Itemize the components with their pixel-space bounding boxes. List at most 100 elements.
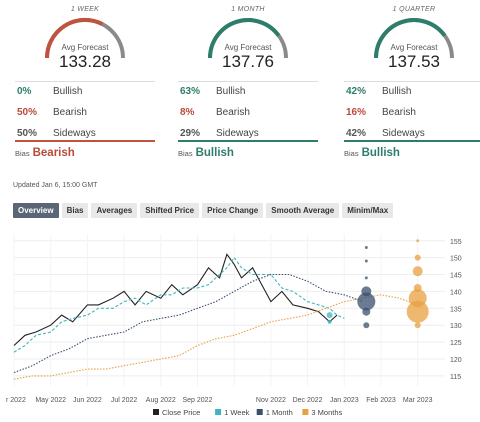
x-tick-label: Jan 2023 xyxy=(330,397,359,404)
avg-forecast-value: 133.28 xyxy=(59,52,111,71)
bias-value: Bearish xyxy=(32,147,75,159)
panel-title: 1 MONTH xyxy=(231,6,265,13)
sentiment-percent: 29% xyxy=(180,128,201,139)
y-tick-label: 145 xyxy=(450,273,462,280)
forecast-point xyxy=(406,300,429,323)
sentiment-row-bearish: 16% Bearish xyxy=(344,106,480,120)
tab-overview[interactable]: Overview xyxy=(13,203,59,218)
legend-label: 1 Week xyxy=(224,408,250,417)
tab-price-change[interactable]: Price Change xyxy=(202,203,264,218)
sentiment-row-bearish: 8% Bearish xyxy=(178,106,318,120)
panel-title: 1 QUARTER xyxy=(392,6,436,13)
sentiment-percent: 8% xyxy=(180,107,195,118)
bias-indicator: Bias Bullish xyxy=(178,147,234,159)
tab-smooth-average[interactable]: Smooth Average xyxy=(266,203,340,218)
chart-tabs: Overview Bias Averages Shifted Price Price C… xyxy=(13,203,396,218)
bias-indicator: Bias Bearish xyxy=(15,147,75,159)
y-tick-label: 140 xyxy=(450,289,462,296)
updated-timestamp: Updated Jan 6, 15:00 GMT xyxy=(13,182,98,189)
series-line-1-week xyxy=(13,256,345,353)
sentiment-label: Bearish xyxy=(53,107,87,118)
forecast-point xyxy=(364,276,368,280)
sentiment-percent: 0% xyxy=(17,86,32,97)
gauge-label: Avg Forecast xyxy=(61,43,109,52)
forecast-point xyxy=(362,307,371,316)
sentiment-label: Sideways xyxy=(53,128,96,139)
sentiment-row-bullish: 0% Bullish xyxy=(15,85,155,99)
legend-swatch xyxy=(256,409,263,415)
y-tick-label: 130 xyxy=(450,323,462,330)
sentiment-row-bullish: 63% Bullish xyxy=(178,85,318,99)
forecast-point xyxy=(364,259,368,263)
sentiment-row-bearish: 50% Bearish xyxy=(15,106,155,120)
x-tick-label: Sep 2022 xyxy=(183,397,213,404)
sentiment-row-sideways: 42% Sideways xyxy=(344,127,480,141)
forecast-point xyxy=(414,254,421,261)
gauge-label: Avg Forecast xyxy=(390,43,438,52)
y-tick-label: 125 xyxy=(450,340,462,347)
x-tick-label: r 2022 xyxy=(6,397,26,404)
sentiment-label: Bullish xyxy=(382,86,412,97)
forecast-gauge xyxy=(208,18,288,59)
gauge-label: Avg Forecast xyxy=(224,43,272,52)
tab-minim-max[interactable]: Minim/Max xyxy=(342,203,394,218)
sentiment-label: Bearish xyxy=(216,107,250,118)
x-tick-label: Feb 2023 xyxy=(366,397,396,404)
forecast-point xyxy=(364,246,368,250)
series-line-3-months xyxy=(13,294,418,380)
avg-forecast-value: 137.76 xyxy=(222,52,274,71)
bias-value: Bullish xyxy=(195,147,234,159)
forecast-point xyxy=(416,239,420,243)
sentiment-percent: 63% xyxy=(180,86,201,97)
legend-label: 3 Months xyxy=(311,408,342,417)
y-tick-label: 155 xyxy=(450,239,462,246)
x-tick-label: Aug 2022 xyxy=(146,397,176,404)
forecast-point xyxy=(357,292,376,311)
sentiment-percent: 50% xyxy=(17,128,38,139)
sentiment-label: Sideways xyxy=(216,128,259,139)
series-line-1-month xyxy=(13,273,363,374)
sentiment-label: Bullish xyxy=(216,86,246,97)
forecast-gauge xyxy=(374,18,454,59)
sentiment-percent: 42% xyxy=(346,128,367,139)
bias-value: Bullish xyxy=(361,147,400,159)
panel-title: 1 WEEK xyxy=(70,6,100,13)
tab-averages[interactable]: Averages xyxy=(91,203,138,218)
forecast-chart: 115 120 125 130 135 140 145 150 155 r 2022 May 202… xyxy=(6,234,462,417)
forecast-point xyxy=(327,319,332,324)
sentiment-label: Bearish xyxy=(382,107,416,118)
x-tick-label: Dec 2022 xyxy=(293,397,323,404)
sentiment-percent: 42% xyxy=(346,86,367,97)
sentiment-percent: 16% xyxy=(346,107,367,118)
sentiment-percent: 50% xyxy=(17,107,38,118)
x-tick-label: Nov 2022 xyxy=(256,397,286,404)
legend-swatch xyxy=(215,409,222,415)
avg-forecast-value: 137.53 xyxy=(388,52,440,71)
y-tick-label: 120 xyxy=(450,357,462,364)
y-tick-label: 115 xyxy=(450,374,461,381)
tab-bias[interactable]: Bias xyxy=(61,203,89,218)
sentiment-row-bullish: 42% Bullish xyxy=(344,85,480,99)
forecast-gauge xyxy=(44,17,125,59)
legend-swatch xyxy=(302,409,309,415)
x-tick-label: Jun 2022 xyxy=(73,397,102,404)
forecast-point xyxy=(412,266,423,277)
legend-swatch xyxy=(153,409,159,415)
legend-label: Close Price xyxy=(162,408,200,417)
x-tick-label: May 2022 xyxy=(35,397,66,404)
x-tick-label: Jul 2022 xyxy=(111,397,138,404)
tab-shifted-price[interactable]: Shifted Price xyxy=(140,203,200,218)
y-tick-label: 135 xyxy=(450,306,462,313)
sentiment-row-sideways: 29% Sideways xyxy=(178,127,318,141)
legend-label: 1 Month xyxy=(266,408,293,417)
sentiment-label: Sideways xyxy=(382,128,425,139)
sentiment-row-sideways: 50% Sideways xyxy=(15,127,155,141)
forecast-point xyxy=(326,312,333,319)
x-tick-label: Mar 2023 xyxy=(403,397,433,404)
bias-indicator: Bias Bullish xyxy=(344,147,400,159)
y-tick-label: 150 xyxy=(450,256,462,263)
forecast-point xyxy=(363,322,370,329)
series-line-close-price xyxy=(13,253,338,346)
forecast-point xyxy=(414,322,421,329)
sentiment-label: Bullish xyxy=(53,86,83,97)
